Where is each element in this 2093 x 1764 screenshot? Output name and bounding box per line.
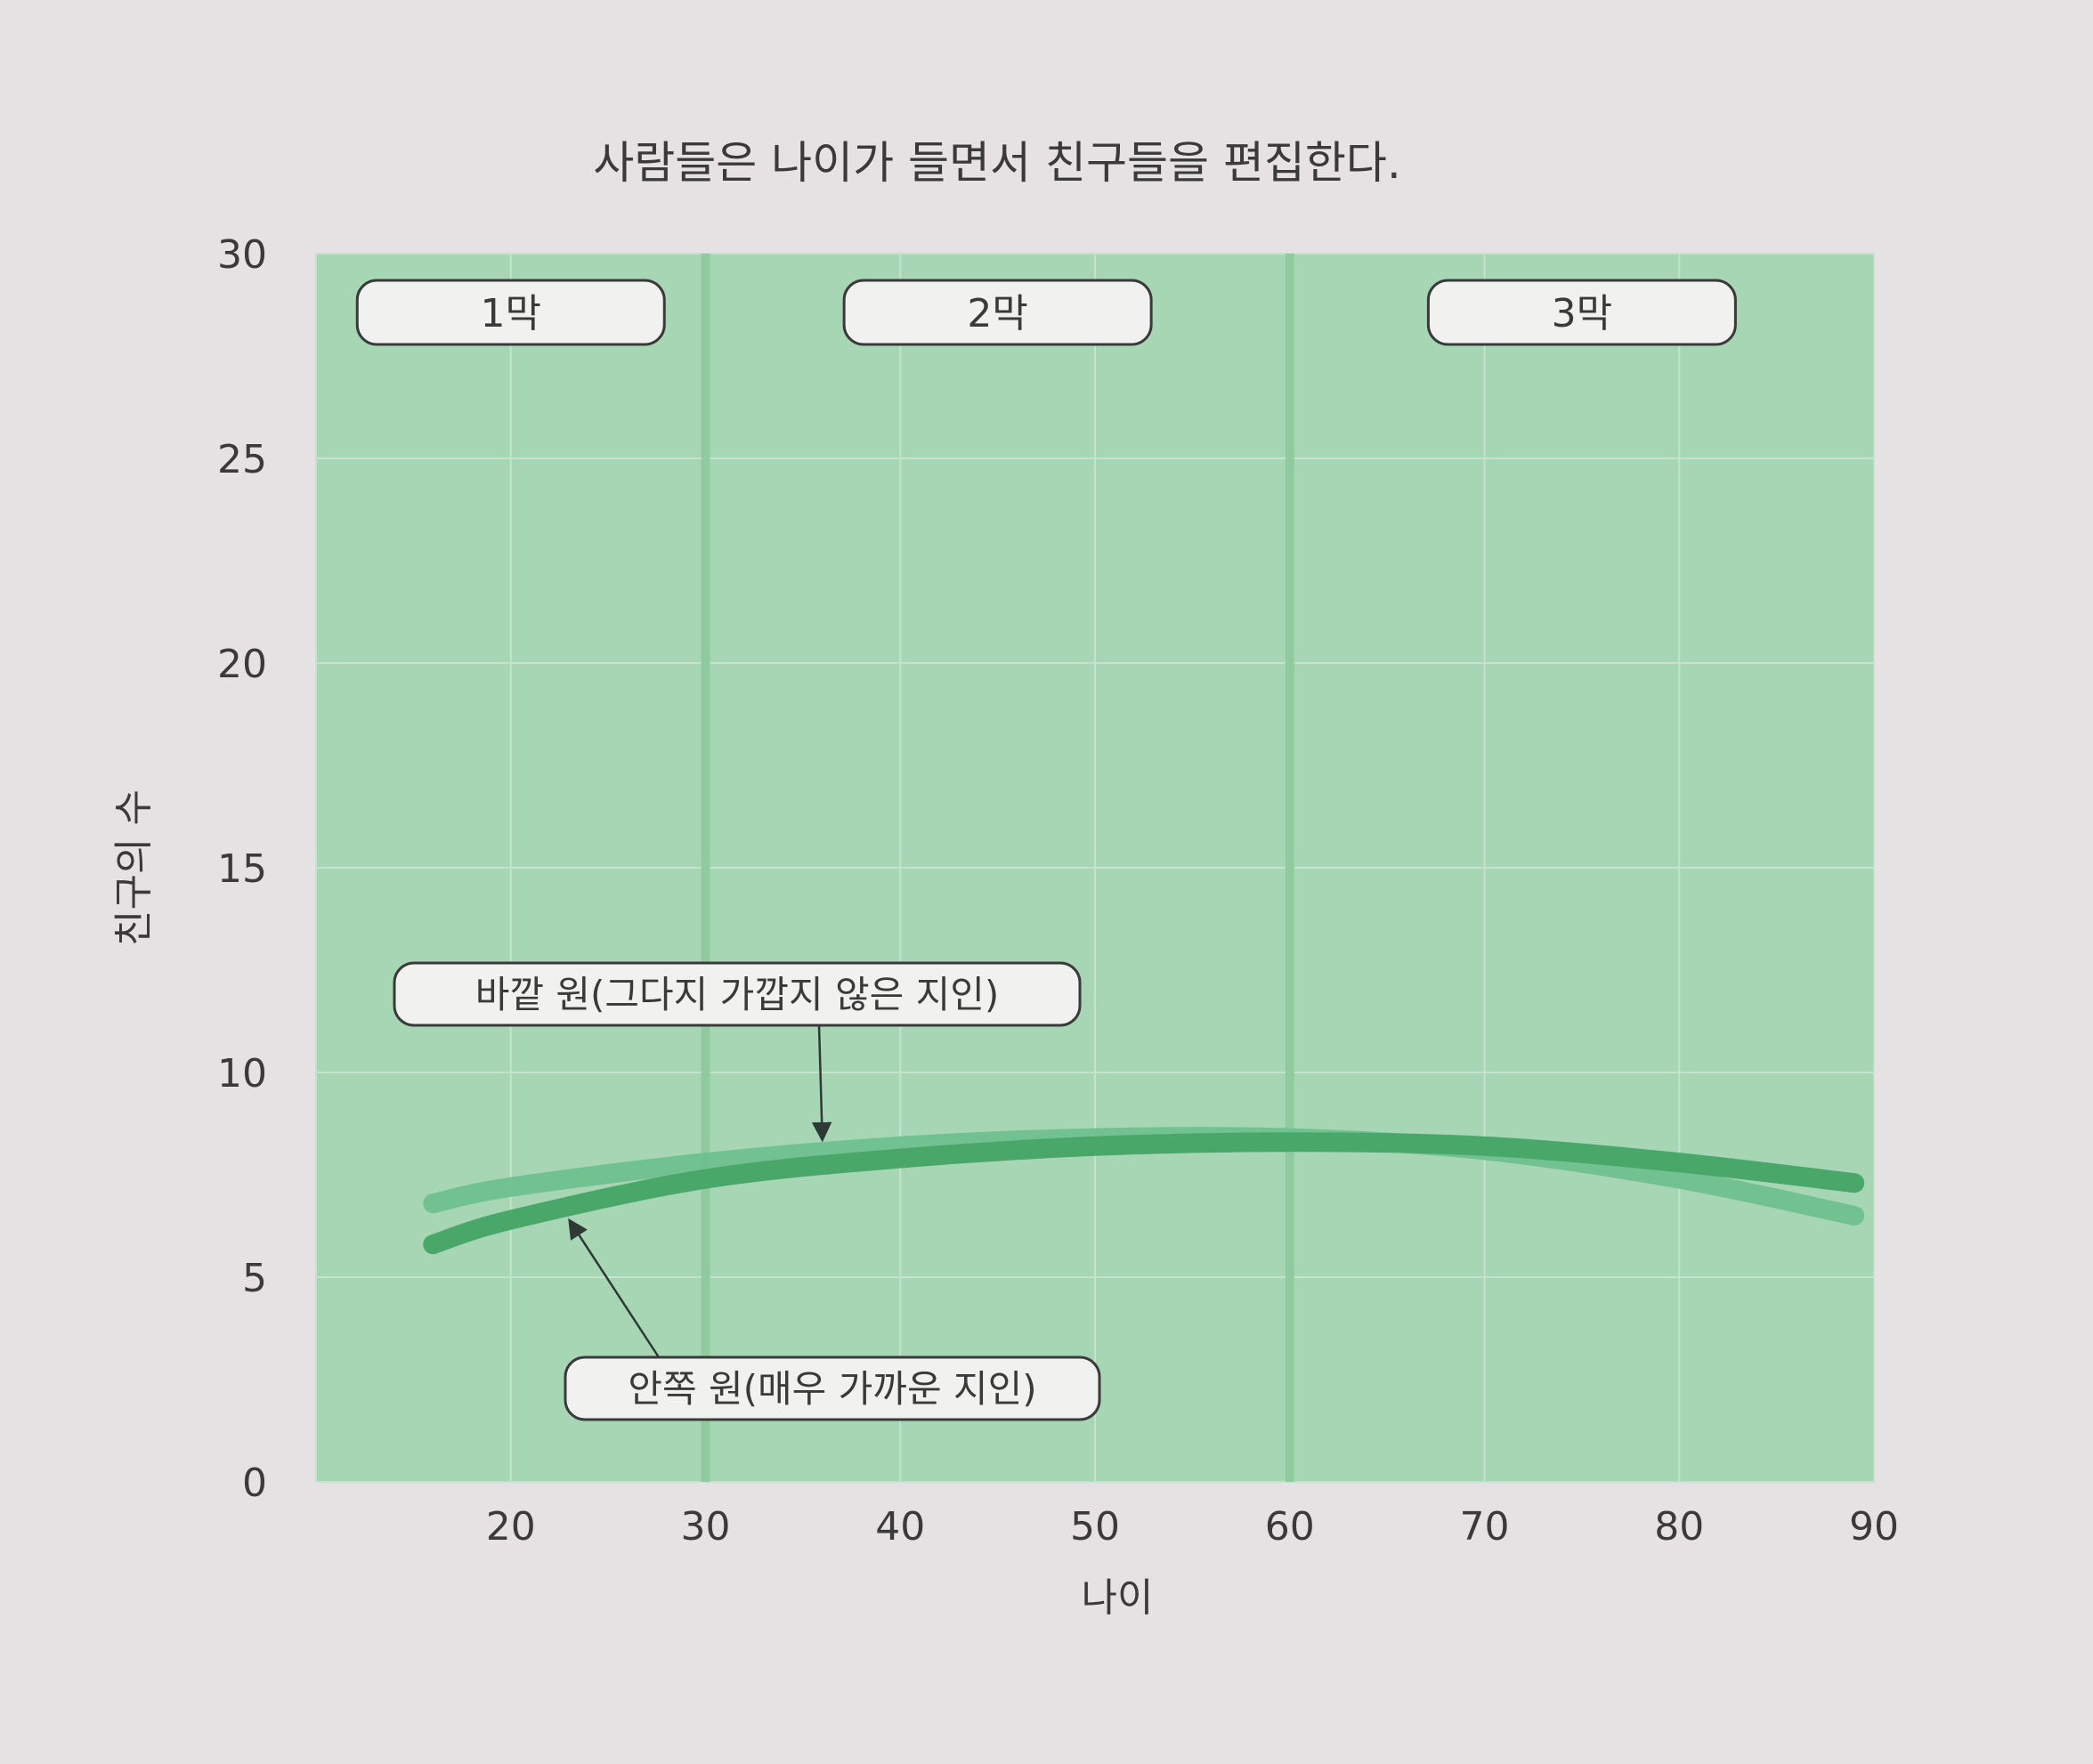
annotation-box bbox=[564, 1355, 1101, 1421]
annotation-label: 바깥 원(그다지 가깝지 않은 지인) bbox=[475, 973, 1000, 1016]
y-tick-label: 20 bbox=[217, 642, 267, 687]
chart-title: 사람들은 나이가 들면서 친구들을 편집한다. bbox=[593, 137, 1400, 189]
x-tick-label: 20 bbox=[486, 1504, 536, 1550]
y-tick-label: 5 bbox=[242, 1256, 267, 1301]
y-tick-label: 10 bbox=[217, 1051, 267, 1096]
act-label: 2막 bbox=[967, 291, 1027, 336]
y-tick-label: 0 bbox=[242, 1461, 267, 1506]
act-label-box bbox=[1426, 279, 1737, 346]
annotation-label: 안쪽 원(매우 가까운 지인) bbox=[628, 1367, 1036, 1411]
x-tick-label: 50 bbox=[1070, 1504, 1120, 1550]
x-tick-label: 60 bbox=[1265, 1504, 1315, 1550]
annotation-arrow bbox=[811, 1024, 832, 1143]
x-tick-label: 40 bbox=[875, 1504, 925, 1550]
act-label: 1막 bbox=[481, 291, 541, 336]
x-tick-label: 90 bbox=[1849, 1504, 1899, 1550]
x-axis-label: 나이 bbox=[1082, 1575, 1154, 1621]
annotation-arrow bbox=[568, 1218, 661, 1358]
chart-marks: 1막 2막 3막 0 5 10 15 20 25 30 20 30 40 50 60 70 80 90 바깥 원(그… bbox=[217, 232, 1899, 1550]
series-line-inner-circle bbox=[423, 1132, 1865, 1255]
y-tick-label: 25 bbox=[217, 437, 267, 482]
y-axis-label: 친구의 수 bbox=[111, 789, 157, 946]
act-label: 3막 bbox=[1552, 291, 1612, 336]
x-tick-label: 80 bbox=[1654, 1504, 1704, 1550]
act-label-box bbox=[355, 279, 666, 346]
y-tick-label: 30 bbox=[217, 232, 267, 278]
y-tick-label: 15 bbox=[217, 846, 267, 892]
act-label-box bbox=[842, 279, 1153, 346]
x-tick-label: 30 bbox=[681, 1504, 731, 1550]
plot-area bbox=[315, 253, 1875, 1483]
annotation-box bbox=[393, 961, 1082, 1027]
x-tick-label: 70 bbox=[1460, 1504, 1510, 1550]
